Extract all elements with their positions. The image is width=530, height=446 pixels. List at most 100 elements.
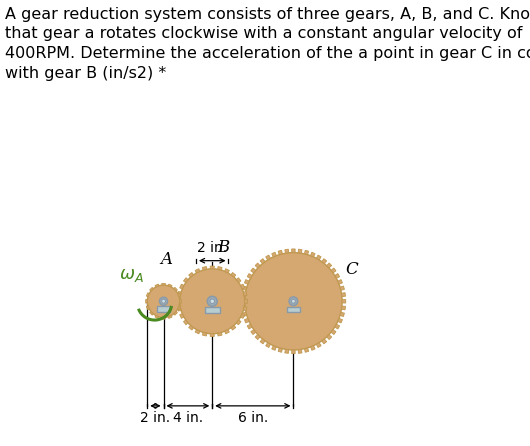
- Polygon shape: [178, 291, 181, 296]
- Polygon shape: [245, 299, 248, 303]
- Circle shape: [289, 297, 298, 306]
- Polygon shape: [236, 278, 241, 283]
- Polygon shape: [322, 339, 326, 344]
- Polygon shape: [244, 318, 249, 323]
- Polygon shape: [266, 255, 270, 260]
- Polygon shape: [241, 284, 245, 289]
- Text: $\omega_A$: $\omega_A$: [119, 266, 144, 284]
- Polygon shape: [195, 268, 200, 273]
- Polygon shape: [278, 250, 282, 255]
- Polygon shape: [338, 280, 342, 284]
- Polygon shape: [316, 255, 321, 260]
- Polygon shape: [180, 299, 181, 303]
- Polygon shape: [341, 306, 346, 310]
- Polygon shape: [292, 249, 295, 252]
- Polygon shape: [340, 312, 344, 317]
- Circle shape: [162, 299, 165, 303]
- Text: A: A: [161, 251, 173, 268]
- Polygon shape: [316, 343, 321, 347]
- Polygon shape: [210, 334, 214, 336]
- Polygon shape: [195, 330, 200, 334]
- Polygon shape: [218, 332, 222, 336]
- Polygon shape: [174, 287, 178, 291]
- Polygon shape: [225, 330, 229, 334]
- Polygon shape: [335, 324, 340, 329]
- Polygon shape: [177, 299, 180, 303]
- Polygon shape: [285, 349, 289, 353]
- Polygon shape: [338, 318, 342, 323]
- Polygon shape: [146, 299, 147, 303]
- Polygon shape: [292, 350, 295, 354]
- Polygon shape: [146, 306, 149, 310]
- Polygon shape: [247, 324, 252, 329]
- Polygon shape: [178, 307, 181, 311]
- Polygon shape: [210, 266, 214, 269]
- Bar: [157, 306, 170, 312]
- Polygon shape: [241, 293, 245, 297]
- Polygon shape: [255, 334, 260, 339]
- Polygon shape: [180, 284, 184, 289]
- Circle shape: [207, 296, 217, 306]
- Polygon shape: [251, 330, 256, 334]
- Polygon shape: [272, 252, 276, 257]
- Polygon shape: [180, 314, 184, 318]
- Polygon shape: [298, 249, 302, 253]
- Polygon shape: [149, 287, 153, 291]
- Polygon shape: [146, 293, 149, 297]
- Circle shape: [160, 297, 167, 306]
- Polygon shape: [231, 273, 236, 277]
- Polygon shape: [183, 320, 188, 325]
- Polygon shape: [202, 267, 207, 270]
- Circle shape: [147, 285, 180, 318]
- Polygon shape: [341, 293, 346, 297]
- Polygon shape: [251, 268, 256, 273]
- Polygon shape: [241, 314, 245, 318]
- Text: A gear reduction system consists of three gears, A, B, and C. Knowing
that gear : A gear reduction system consists of thre…: [5, 7, 530, 81]
- Polygon shape: [266, 343, 270, 347]
- Polygon shape: [298, 349, 302, 353]
- Polygon shape: [183, 278, 188, 283]
- Polygon shape: [231, 326, 236, 330]
- Polygon shape: [322, 259, 326, 264]
- Polygon shape: [189, 273, 193, 277]
- Polygon shape: [243, 291, 247, 296]
- Text: C: C: [345, 261, 358, 278]
- Circle shape: [292, 299, 295, 303]
- Polygon shape: [149, 311, 153, 315]
- Polygon shape: [244, 280, 249, 284]
- Polygon shape: [174, 311, 178, 315]
- Polygon shape: [243, 307, 247, 311]
- Polygon shape: [178, 293, 181, 297]
- Polygon shape: [260, 339, 265, 344]
- Polygon shape: [342, 300, 346, 303]
- Polygon shape: [311, 346, 315, 350]
- Polygon shape: [242, 312, 247, 317]
- Polygon shape: [155, 316, 159, 318]
- Text: B: B: [217, 240, 229, 256]
- Polygon shape: [331, 330, 336, 334]
- Text: 6 in.: 6 in.: [237, 412, 268, 425]
- Polygon shape: [218, 267, 222, 270]
- Polygon shape: [340, 286, 344, 290]
- Polygon shape: [236, 320, 241, 325]
- Polygon shape: [326, 263, 332, 268]
- Polygon shape: [189, 326, 193, 330]
- Circle shape: [245, 252, 342, 350]
- Polygon shape: [162, 283, 165, 285]
- Circle shape: [210, 299, 215, 303]
- Polygon shape: [168, 284, 172, 287]
- Polygon shape: [335, 273, 340, 278]
- Polygon shape: [255, 263, 260, 268]
- Polygon shape: [304, 348, 308, 352]
- Polygon shape: [242, 286, 247, 290]
- Text: 2 in.: 2 in.: [197, 241, 227, 255]
- Polygon shape: [168, 316, 172, 318]
- Polygon shape: [304, 250, 308, 255]
- Bar: [205, 307, 220, 314]
- Polygon shape: [278, 348, 282, 352]
- Polygon shape: [178, 306, 181, 310]
- Polygon shape: [326, 334, 332, 339]
- Text: 2 in.: 2 in.: [140, 412, 171, 425]
- Polygon shape: [202, 332, 207, 336]
- Polygon shape: [260, 259, 265, 264]
